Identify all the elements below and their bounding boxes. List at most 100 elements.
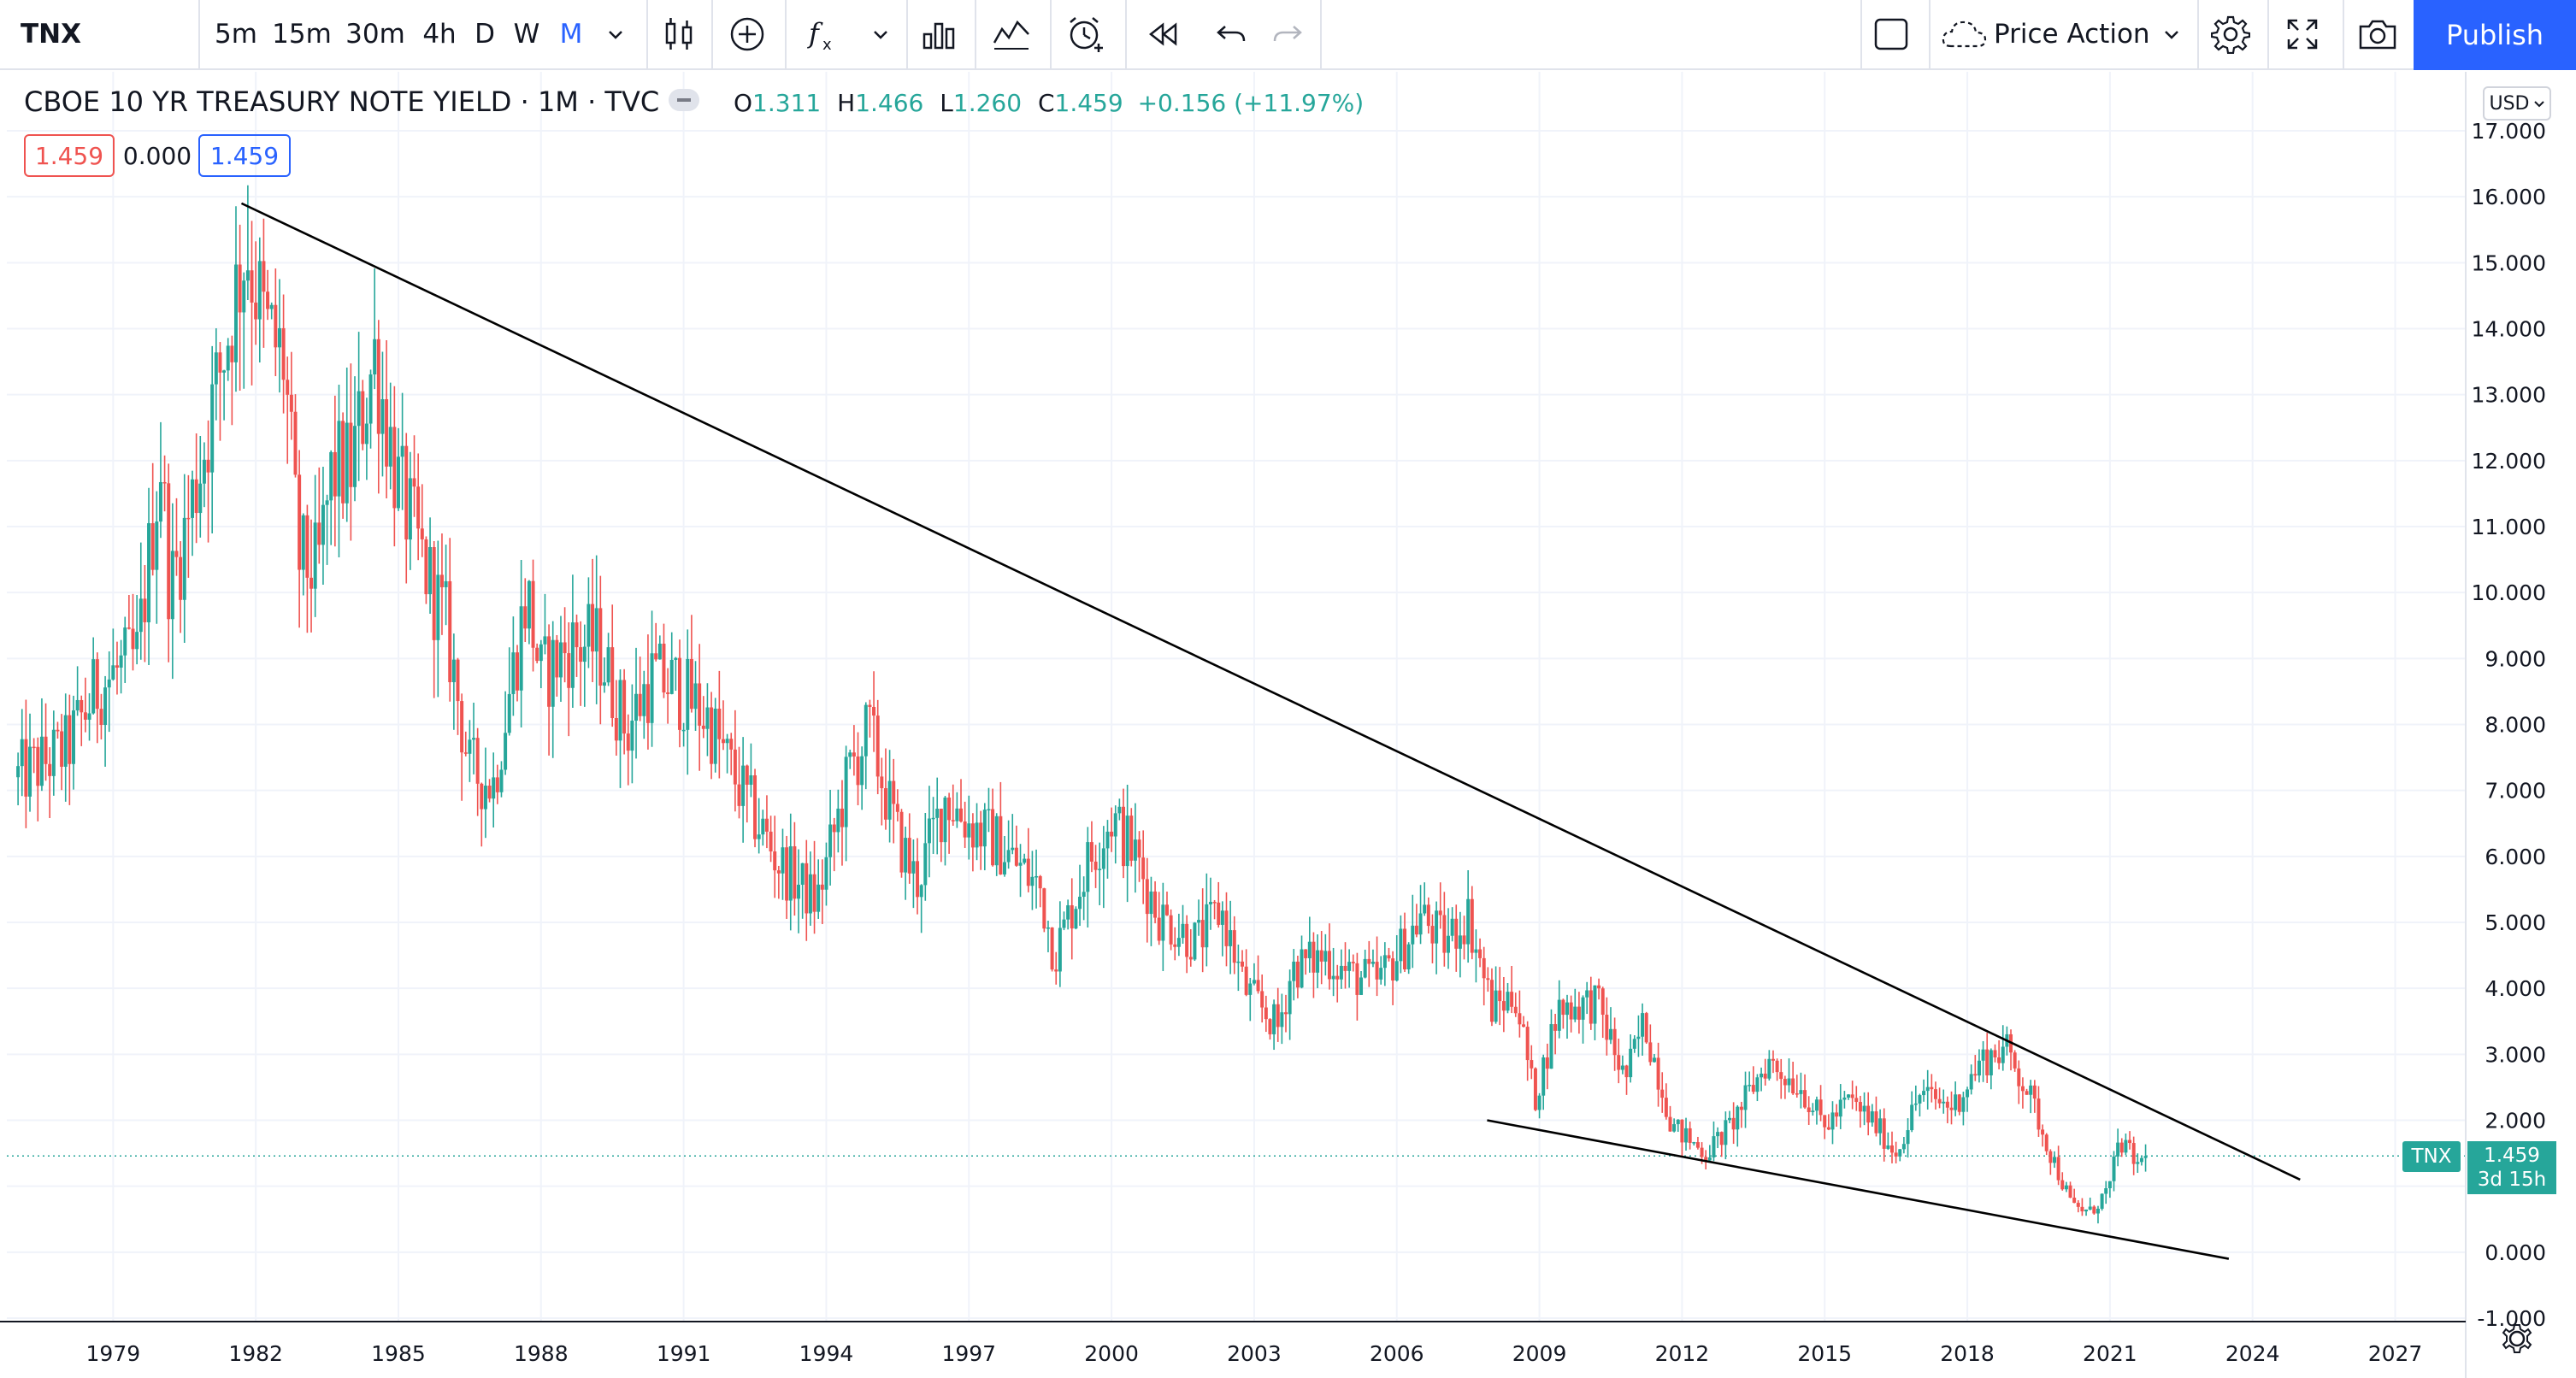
candle-body [721,739,725,744]
candle-body [48,763,52,776]
candle-body [2136,1162,2140,1164]
interval-30m[interactable]: 30m [345,19,405,50]
cloud-icon[interactable] [1939,0,1990,68]
candle-body [733,749,737,785]
templates-icon[interactable] [983,0,1040,68]
candle-body [1901,1144,1906,1150]
candle-body [880,776,884,789]
candle-body [1593,985,1597,1024]
ask-badge[interactable]: 1.459 [198,134,291,177]
interval-4h[interactable]: 4h [422,19,457,50]
candle-body [1105,831,1110,849]
square-icon[interactable] [1866,0,1917,68]
candle-body [1648,1042,1653,1063]
candle-body [1363,958,1367,978]
candle-body [963,822,967,838]
candle-body [610,647,615,719]
fullscreen-icon[interactable] [2274,0,2331,68]
chevron-down-icon[interactable] [598,0,633,68]
candle-body [2076,1203,2080,1207]
candle-body [698,683,702,726]
candle-body [935,809,940,818]
alarm-icon[interactable] [1057,0,1115,68]
candle-body [1668,1116,1672,1132]
interval-m[interactable]: M [559,19,583,50]
close-label: C [1037,89,1055,117]
candle-body [1553,1024,1558,1031]
bid-badge[interactable]: 1.459 [24,134,115,177]
candle-body [1323,951,1328,962]
candle-body [2116,1142,2120,1157]
candle-body [1977,1060,1981,1076]
candle-body [460,701,464,753]
toolbar-divider [711,0,713,68]
candle-body [1351,962,1355,963]
candle-body [1382,955,1387,969]
collapse-legend-button[interactable] [669,89,699,111]
candle-body [2131,1143,2136,1164]
candle-body [883,788,887,820]
candle-body [44,736,48,764]
candle-body [1771,1058,1775,1061]
candle-body [341,421,345,504]
currency-select[interactable]: USD [2483,86,2551,121]
interval-5m[interactable]: 5m [215,19,257,50]
svg-text:x: x [822,36,832,53]
toolbar-divider [2343,0,2344,68]
candle-body [504,733,508,770]
interval-15m[interactable]: 15m [272,19,332,50]
candle-body [701,725,705,729]
candle-body [1577,1006,1581,1020]
bars-icon[interactable] [911,0,966,68]
replay-icon[interactable] [1134,0,1192,68]
candle-body [1482,957,1486,979]
undo-icon[interactable] [1204,0,1259,68]
candle-body [1925,1086,1930,1092]
time-tick-label: 1991 [657,1341,711,1366]
chevron-down-icon[interactable] [2155,0,2189,68]
candle-body [127,627,131,629]
candle-body [523,606,528,629]
candle-body [119,655,123,668]
candle-body [107,679,111,688]
symbol-search-button[interactable]: TNX [21,19,81,50]
candle-body [1513,1006,1518,1014]
candles-icon[interactable] [653,0,704,68]
candle-body [2041,1129,2045,1135]
interval-d[interactable]: D [475,19,495,50]
candle-body [1229,930,1233,946]
candle-body [943,798,947,843]
candle-body [1173,944,1177,947]
candle-body [769,831,773,852]
candle-body [1280,1012,1284,1028]
trendline [240,202,2301,1181]
candle-body [1819,1099,1823,1116]
layout-name[interactable]: Price Action [1994,19,2150,50]
plus-circle-icon[interactable] [720,0,775,68]
price-tick-label: 6.000 [2485,845,2546,869]
candle-body [764,818,769,832]
candle-body [797,884,801,899]
camera-icon[interactable] [2349,0,2406,68]
candle-body [1652,1057,1656,1063]
candle-body [1295,961,1300,988]
price-axis: 17.000 16.000 15.000 14.000 13.000 12.000 11.0… [2472,119,2546,1331]
chart-title[interactable]: CBOE 10 YR TREASURY NOTE YIELD · 1M · TV… [24,85,660,118]
chevron-down-icon[interactable] [864,0,898,68]
time-tick-label: 2003 [1227,1341,1282,1366]
candle-body [1728,1117,1732,1121]
candle-body [349,422,353,487]
candle-body [591,604,595,652]
candle-body [39,736,44,786]
candle-body [87,713,91,720]
candle-body [1331,975,1335,980]
interval-w[interactable]: W [513,19,540,50]
candle-body [245,270,250,281]
publish-button[interactable]: Publish [2414,0,2576,70]
redo-icon[interactable] [1260,0,1315,68]
toolbar-divider [1929,0,1931,68]
gear-icon[interactable] [2202,0,2259,68]
candle-body [456,659,460,702]
